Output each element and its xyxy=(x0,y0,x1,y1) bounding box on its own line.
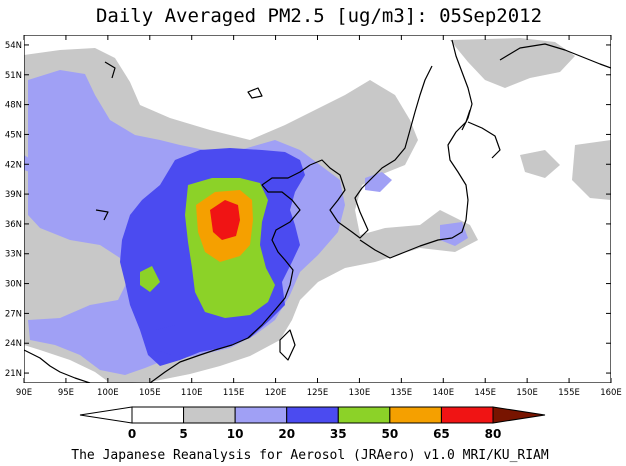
colorbar-swatch xyxy=(131,406,185,424)
colorbar-swatch xyxy=(389,406,442,424)
lon-tick-label: 100E xyxy=(97,388,119,398)
lat-tick-label: 45N xyxy=(5,130,22,140)
pm25-band-20-35-south xyxy=(155,325,188,355)
lat-tick-label: 24N xyxy=(5,339,22,349)
colorbar-swatch xyxy=(440,406,494,424)
lon-tick-label: 95E xyxy=(58,388,74,398)
colorbar-level-label: 10 xyxy=(227,427,244,441)
lon-tick-label: 120E xyxy=(265,388,287,398)
lon-tick-label: 160E xyxy=(600,388,622,398)
coastlines xyxy=(24,39,611,383)
lat-tick-label: 42N xyxy=(5,160,22,170)
lat-tick-label: 54N xyxy=(5,41,22,51)
lon-tick-label: 145E xyxy=(474,388,496,398)
colorbar-swatch xyxy=(183,406,236,424)
colorbar-level-label: 35 xyxy=(330,427,347,441)
lon-tick-label: 105E xyxy=(139,388,161,398)
axis-ticks xyxy=(23,35,612,383)
lat-tick-label: 30N xyxy=(5,280,22,290)
colorbar-level-label: 0 xyxy=(128,427,136,441)
lon-tick-label: 90E xyxy=(16,388,32,398)
pm25-band-65-80 xyxy=(210,200,240,240)
lat-tick-label: 39N xyxy=(5,190,22,200)
colorbar-level-label: 80 xyxy=(485,427,502,441)
lon-tick-label: 155E xyxy=(558,388,580,398)
credit-text: The Japanese Reanalysis for Aerosol (JRA… xyxy=(71,448,549,463)
colorbar-above-triangle xyxy=(492,406,546,424)
lon-tick-label: 110E xyxy=(181,388,203,398)
axis-labels: 90E 95E 100E 105E 110E 115E 120E 125E 130E 135E 14… xyxy=(5,41,622,398)
colorbar-swatch xyxy=(337,406,391,424)
lat-tick-label: 21N xyxy=(5,369,22,379)
colorbar-level-label: 50 xyxy=(382,427,399,441)
map-title: Daily Averaged PM2.5 [ug/m3]: 05Sep2012 xyxy=(96,5,542,27)
lon-tick-label: 130E xyxy=(349,388,371,398)
lat-tick-label: 51N xyxy=(5,71,22,81)
colorbar-below-triangle xyxy=(79,406,133,424)
lon-tick-label: 115E xyxy=(223,388,245,398)
colorbar-level-label: 5 xyxy=(179,427,187,441)
colorbar-swatch xyxy=(234,406,288,424)
colorbar: 0 5 10 20 35 50 65 80 xyxy=(79,406,546,441)
lat-tick-label: 36N xyxy=(5,220,22,230)
colorbar-level-label: 20 xyxy=(278,427,295,441)
colorbar-level-label: 65 xyxy=(433,427,450,441)
colorbar-swatch xyxy=(286,406,339,424)
pm25-band-35-50-west xyxy=(140,266,160,292)
lat-tick-label: 33N xyxy=(5,250,22,260)
lon-tick-label: 125E xyxy=(307,388,329,398)
plot-area xyxy=(24,35,611,383)
lon-tick-label: 140E xyxy=(432,388,454,398)
lon-tick-label: 150E xyxy=(516,388,538,398)
lon-tick-label: 135E xyxy=(391,388,413,398)
lat-tick-label: 48N xyxy=(5,101,22,111)
lat-tick-label: 27N xyxy=(5,309,22,319)
